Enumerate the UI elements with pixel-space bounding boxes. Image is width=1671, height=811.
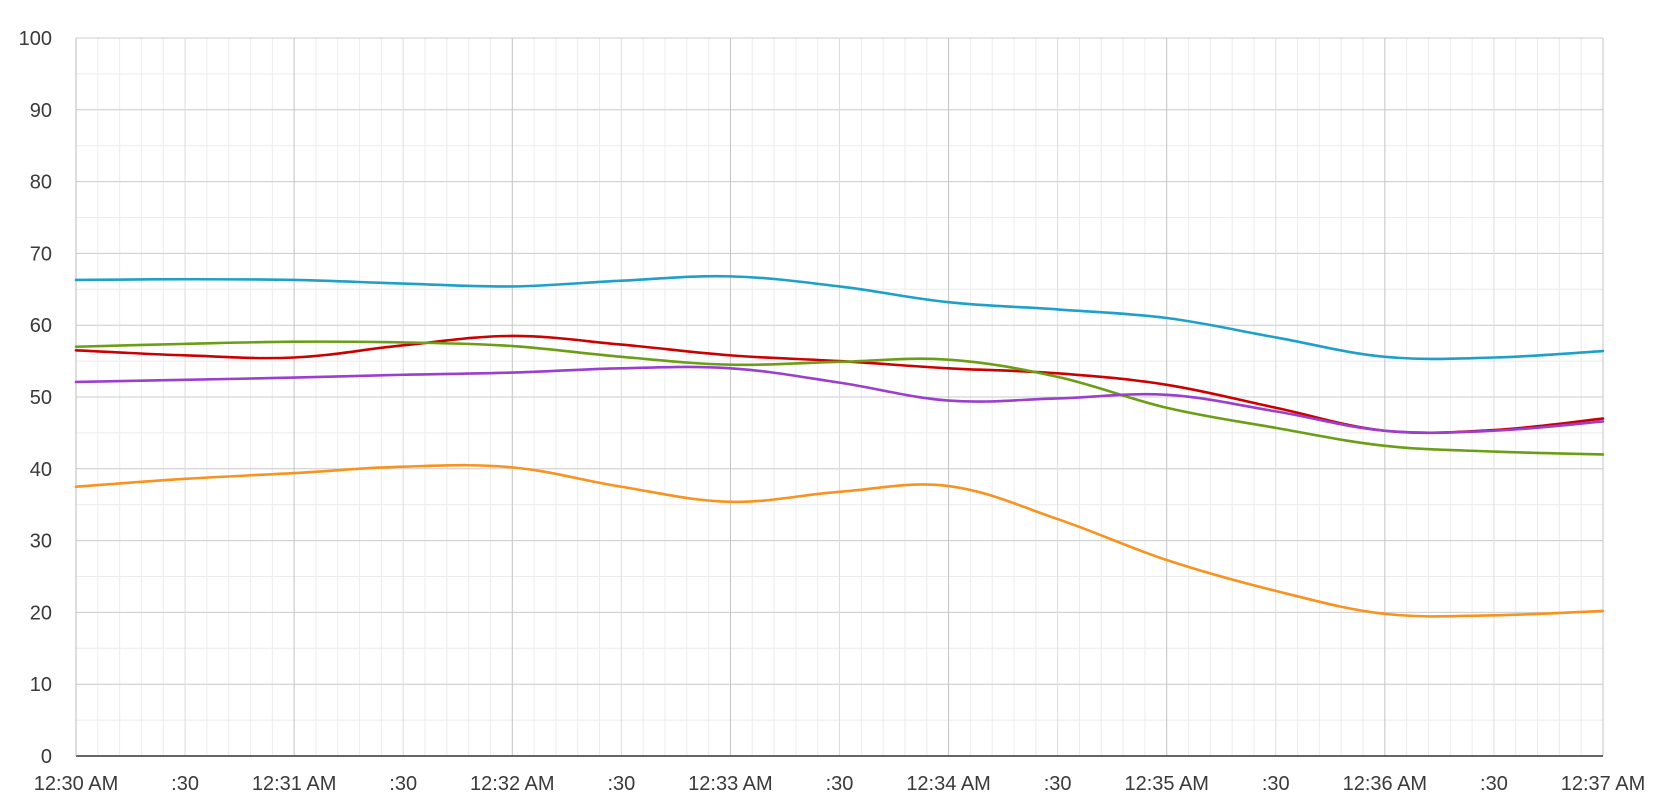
x-tick-label: :30 bbox=[171, 773, 199, 795]
x-tick-labels: 12:30 AM :30 12:31 AM :30 12:32 AM :30 12:33 A… bbox=[34, 773, 1646, 795]
y-tick-label: 80 bbox=[30, 172, 52, 194]
series-line-1 bbox=[74, 274, 1605, 361]
y-tick-label: 20 bbox=[30, 602, 52, 624]
y-tick-label: 40 bbox=[30, 459, 52, 481]
x-tick-label: 12:35 AM bbox=[1124, 773, 1209, 795]
x-tick-label: 12:32 AM bbox=[470, 773, 555, 795]
x-tick-label: :30 bbox=[826, 773, 854, 795]
y-tick-label: 60 bbox=[30, 315, 52, 337]
x-tick-label: 12:33 AM bbox=[688, 773, 773, 795]
x-tick-label: :30 bbox=[1044, 773, 1072, 795]
x-tick-label: :30 bbox=[607, 773, 635, 795]
y-tick-label: 90 bbox=[30, 100, 52, 122]
y-tick-label: 50 bbox=[30, 387, 52, 409]
y-tick-label: 0 bbox=[41, 746, 52, 768]
x-tick-label: 12:34 AM bbox=[906, 773, 991, 795]
axes bbox=[75, 38, 1603, 757]
series-layer bbox=[74, 274, 1605, 618]
x-tick-label: 12:30 AM bbox=[34, 773, 119, 795]
series-line-4 bbox=[74, 365, 1605, 435]
x-tick-label: 12:37 AM bbox=[1561, 773, 1646, 795]
major-grid bbox=[75, 37, 1604, 756]
x-tick-label: 12:36 AM bbox=[1343, 773, 1428, 795]
x-tick-label: 12:31 AM bbox=[252, 773, 337, 795]
y-tick-label: 30 bbox=[30, 531, 52, 553]
x-tick-label: :30 bbox=[389, 773, 417, 795]
y-tick-label: 100 bbox=[19, 28, 52, 50]
y-tick-label: 10 bbox=[30, 674, 52, 696]
x-tick-label: :30 bbox=[1480, 773, 1508, 795]
x-tick-label: :30 bbox=[1262, 773, 1290, 795]
series-line-3 bbox=[74, 340, 1605, 456]
y-tick-label: 70 bbox=[30, 243, 52, 265]
y-tick-labels: 0 10 20 30 40 50 60 70 80 90 100 bbox=[19, 28, 52, 768]
series-line-5 bbox=[74, 463, 1605, 618]
